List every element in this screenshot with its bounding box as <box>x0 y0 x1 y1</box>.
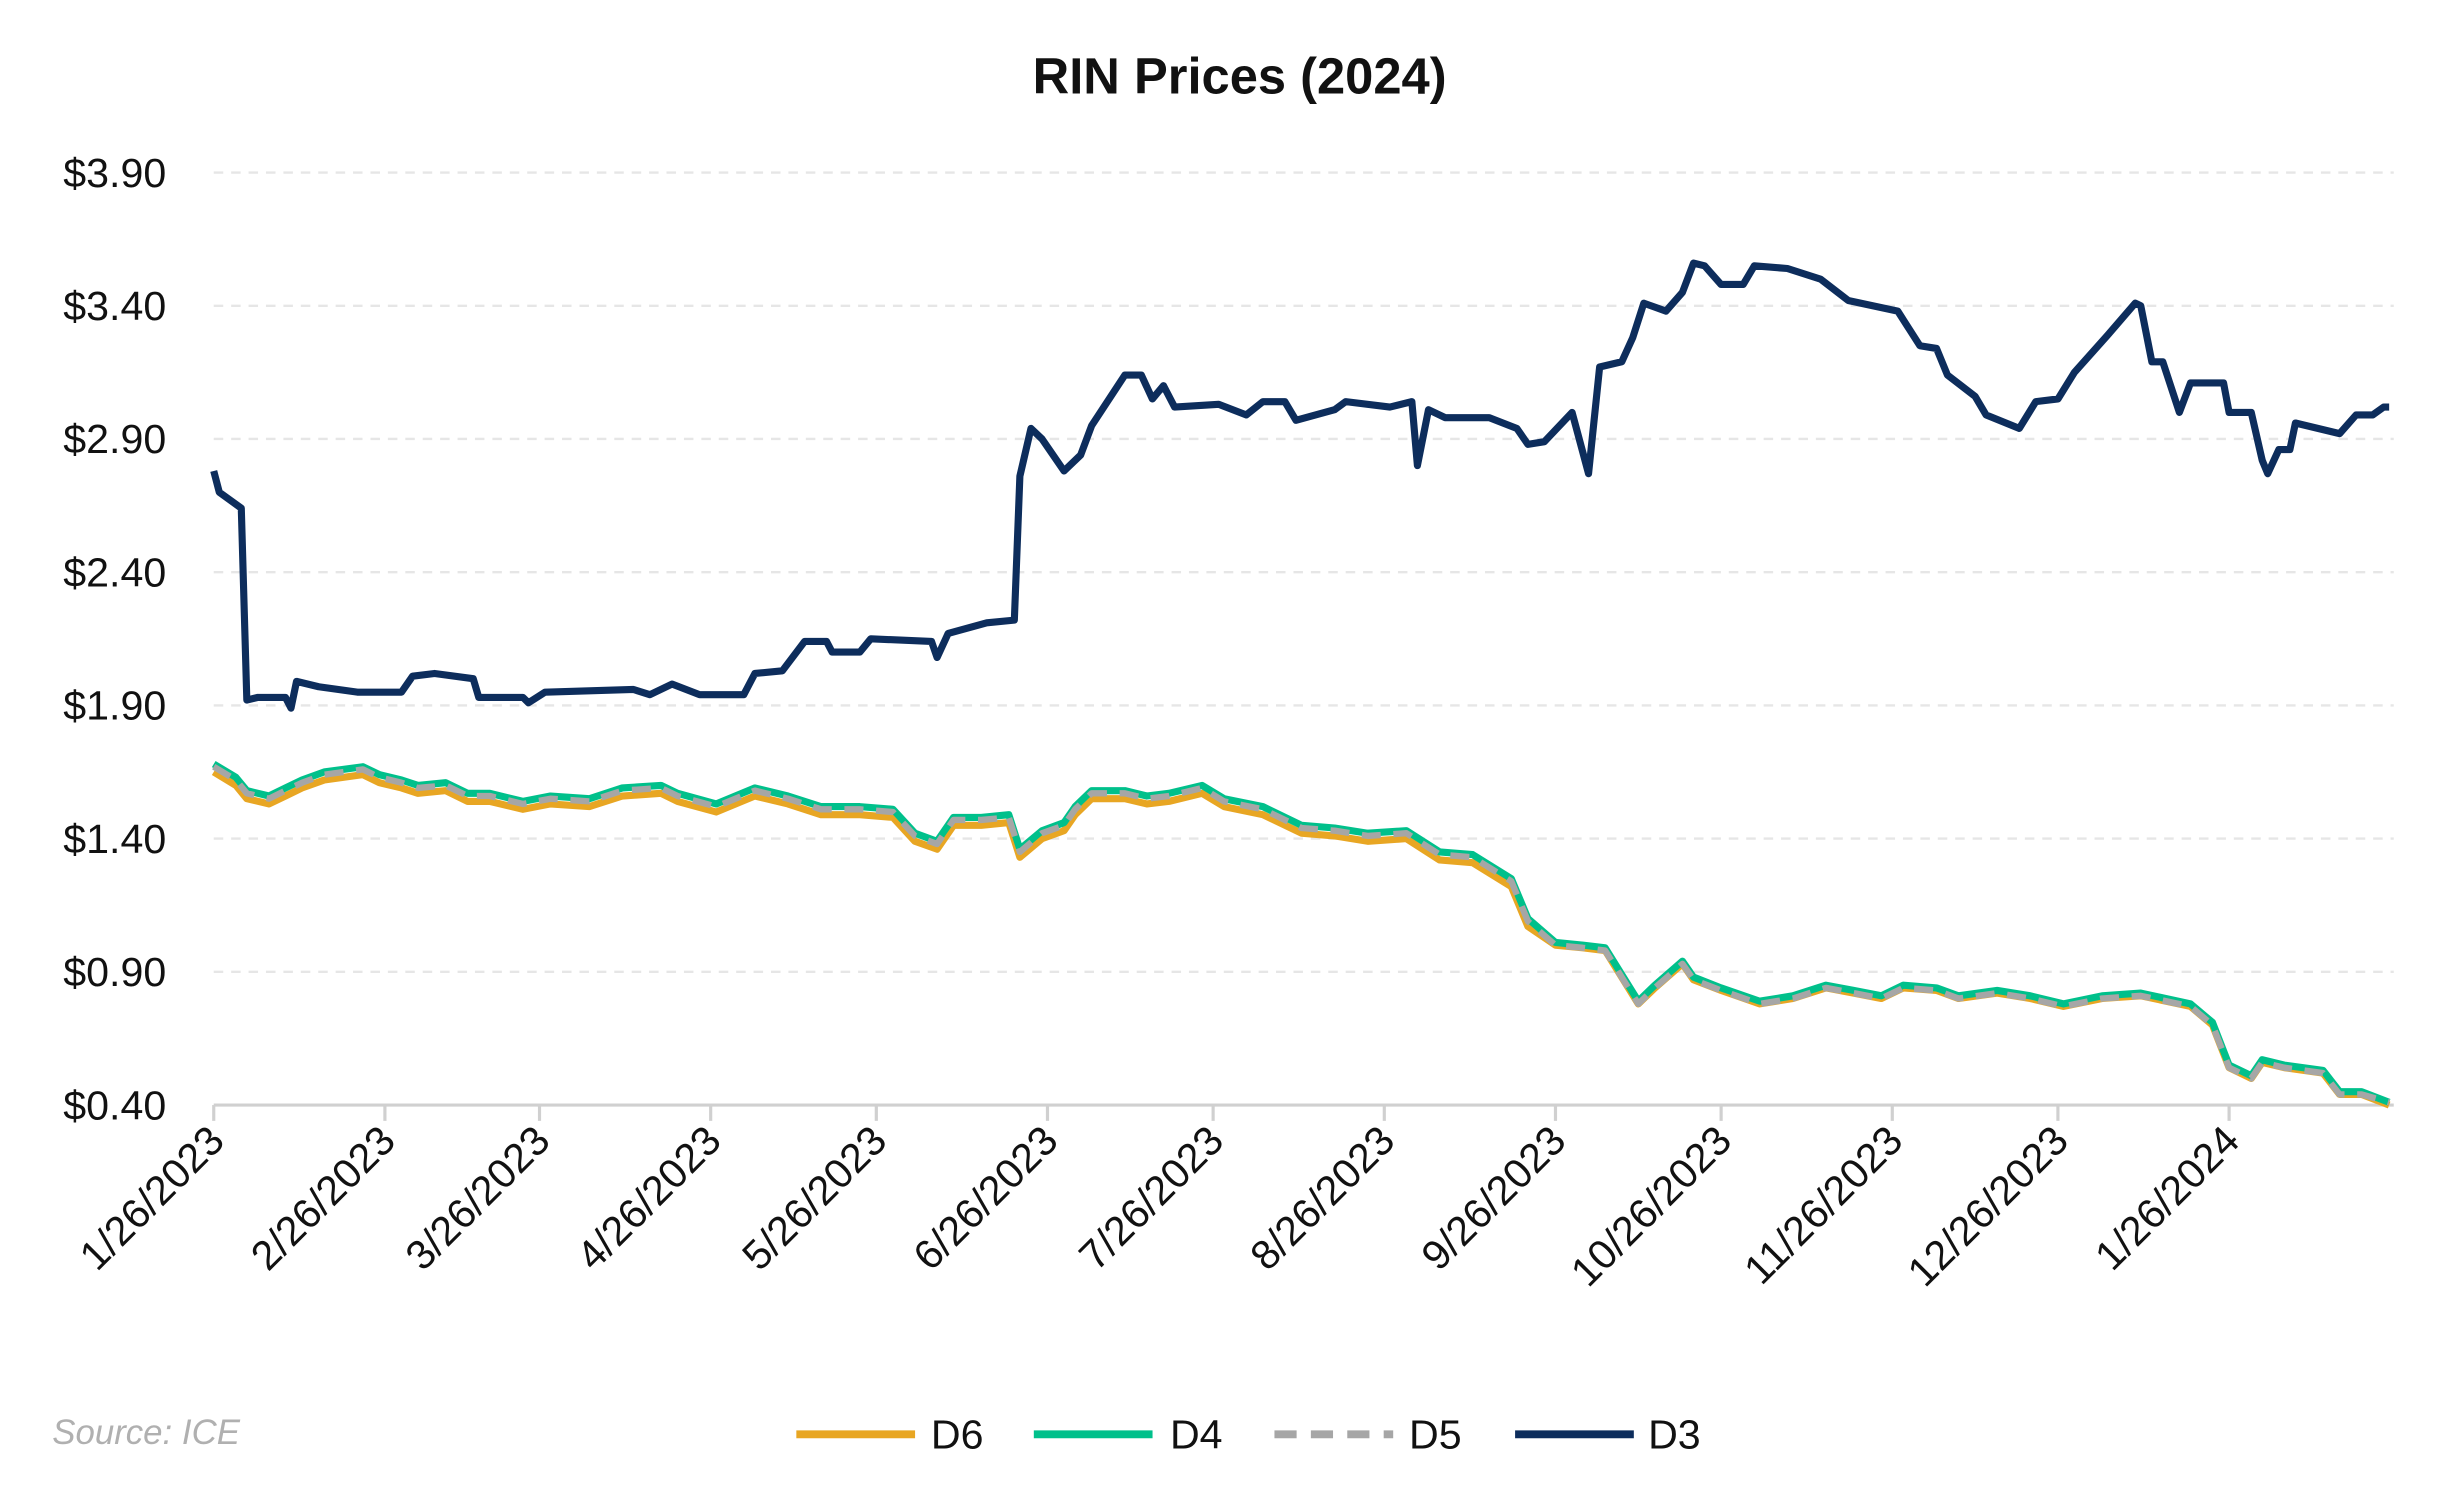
legend-label-d4: D4 <box>1170 1412 1223 1458</box>
series-line-d5 <box>212 764 2391 1106</box>
series-line-d3 <box>210 259 2390 712</box>
source-note: Source: ICE <box>52 1413 240 1452</box>
series-lines <box>210 259 2391 1109</box>
y-tick-label: $2.90 <box>63 416 166 462</box>
y-tick-label: $3.90 <box>63 150 166 196</box>
x-tick-label: 9/26/2023 <box>1413 1117 1575 1279</box>
y-tick-label: $2.40 <box>63 549 166 595</box>
x-tick-label: 2/26/2023 <box>242 1117 404 1279</box>
y-tick-label: $0.40 <box>63 1082 166 1128</box>
legend-label-d5: D5 <box>1409 1412 1462 1458</box>
y-tick-label: $1.40 <box>63 816 166 862</box>
x-tick-label: 10/26/2023 <box>1562 1117 1740 1295</box>
series-line-d4 <box>211 760 2391 1106</box>
legend: D6 D4 D5 D3 <box>796 1412 1701 1458</box>
x-tick-label: 8/26/2023 <box>1241 1117 1403 1279</box>
x-tick-label: 1/26/2024 <box>2086 1117 2248 1279</box>
gridlines <box>213 171 2394 974</box>
x-tick-label: 1/26/2023 <box>71 1117 233 1279</box>
legend-label-d6: D6 <box>931 1412 984 1458</box>
chart-title: RIN Prices (2024) <box>1033 47 1447 104</box>
x-tick-label: 12/26/2023 <box>1899 1117 2077 1295</box>
x-tick-label: 6/26/2023 <box>905 1117 1067 1279</box>
y-axis: $0.40 $0.90 $1.40 $1.90 $2.40 $2.90 $3.40 $3.90 <box>63 150 166 1128</box>
y-tick-label: $1.90 <box>63 683 166 729</box>
x-tick-label: 11/26/2023 <box>1735 1117 1911 1293</box>
x-tick-label: 3/26/2023 <box>397 1117 559 1279</box>
x-tick-label: 4/26/2023 <box>568 1117 730 1279</box>
legend-label-d3: D3 <box>1648 1412 1701 1458</box>
y-tick-label: $3.40 <box>63 283 166 329</box>
x-tick-label: 7/26/2023 <box>1070 1117 1232 1279</box>
y-tick-label: $0.90 <box>63 949 166 995</box>
x-tick-label: 5/26/2023 <box>733 1117 895 1279</box>
